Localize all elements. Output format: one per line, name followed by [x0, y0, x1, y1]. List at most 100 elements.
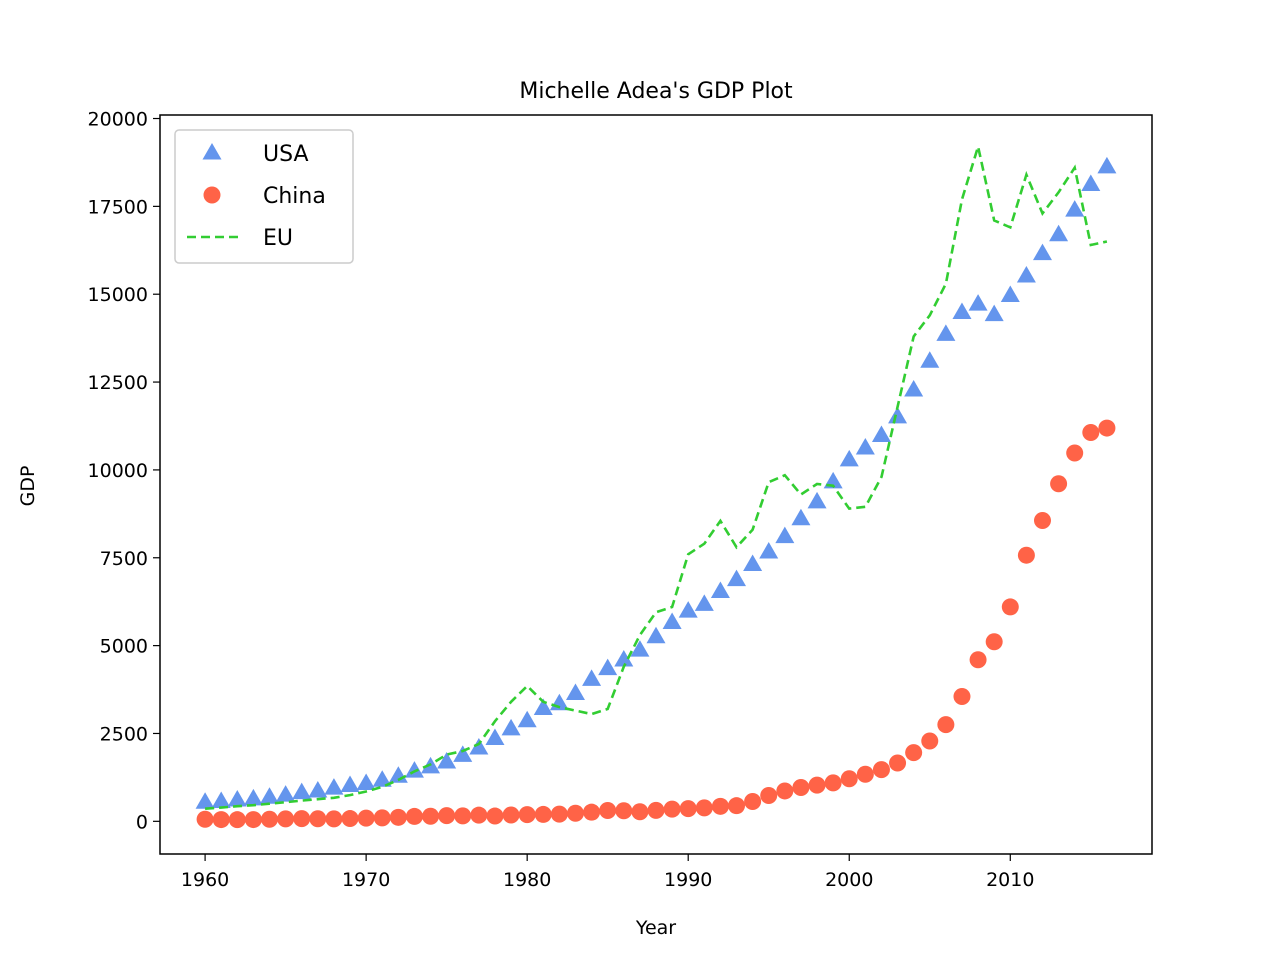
china-point — [1033, 511, 1051, 529]
china-point — [1098, 419, 1116, 437]
usa-point — [614, 650, 634, 667]
china-point — [373, 809, 391, 827]
china-point — [744, 793, 762, 811]
usa-point — [984, 304, 1004, 322]
usa-point — [517, 710, 537, 728]
china-point — [518, 806, 536, 824]
usa-point — [678, 601, 698, 618]
china-point — [969, 651, 987, 669]
usa-point — [276, 785, 296, 802]
usa-point — [1097, 156, 1117, 174]
y-tick-label: 0 — [136, 811, 148, 833]
china-point — [937, 716, 955, 734]
y-tick-label: 10000 — [88, 460, 148, 482]
y-tick-label: 7500 — [100, 548, 148, 570]
china-point — [438, 807, 456, 825]
legend-eu-label: EU — [263, 226, 293, 251]
usa-point — [920, 351, 940, 368]
usa-point — [743, 554, 763, 571]
usa-point — [1000, 285, 1020, 302]
usa-point — [227, 790, 247, 807]
china-point — [776, 782, 794, 800]
china-point — [486, 807, 504, 825]
china-point — [405, 807, 423, 825]
y-tick-label: 12500 — [88, 372, 148, 394]
usa-point — [404, 761, 424, 778]
usa-point — [1032, 243, 1052, 261]
china-point — [228, 811, 246, 829]
usa-point — [260, 787, 280, 804]
china-point — [840, 770, 858, 788]
usa-point — [308, 781, 328, 798]
china-point — [309, 810, 327, 828]
x-tick-label: 1960 — [181, 869, 229, 891]
y-axis-ticks: 0 2500 5000 7500 10000 12500 15000 17500 20000 — [88, 109, 160, 833]
china-point — [389, 808, 407, 826]
x-tick-label: 1980 — [503, 869, 551, 891]
china-point — [711, 797, 729, 815]
usa-point — [582, 669, 602, 686]
usa-point — [195, 792, 215, 809]
usa-point — [1081, 174, 1101, 192]
usa-point — [1065, 200, 1085, 217]
usa-point — [485, 728, 505, 745]
y-tick-label: 15000 — [88, 284, 148, 306]
china-point — [212, 811, 230, 829]
x-axis-label: Year — [635, 917, 676, 939]
china-point — [760, 787, 778, 805]
usa-point — [598, 658, 618, 676]
china-point — [663, 800, 681, 818]
y-tick-label: 20000 — [88, 109, 148, 131]
usa-point — [791, 508, 811, 526]
usa-point — [630, 640, 650, 657]
china-point — [325, 810, 343, 828]
series-layer — [195, 141, 1117, 829]
usa-point — [292, 782, 312, 800]
china-point — [422, 807, 440, 825]
chart-title: Michelle Adea's GDP Plot — [519, 79, 793, 104]
china-point — [534, 805, 552, 823]
china-point — [1017, 546, 1035, 564]
china-point — [872, 761, 890, 779]
legend-usa-swatch — [202, 143, 222, 160]
usa-point — [904, 379, 924, 397]
china-point — [277, 810, 295, 828]
usa-point — [469, 738, 489, 755]
usa-point — [1049, 224, 1069, 242]
usa-point — [324, 778, 344, 795]
china-point — [728, 797, 746, 815]
usa-point — [807, 491, 827, 509]
china-point — [502, 806, 520, 824]
usa-point — [888, 406, 908, 424]
china-point — [1001, 598, 1019, 616]
china-point — [889, 754, 907, 772]
usa-point — [243, 788, 263, 806]
china-point — [1066, 444, 1084, 462]
china-point — [905, 744, 923, 762]
china-point — [985, 633, 1003, 651]
china-point — [1082, 423, 1100, 441]
china-point — [679, 800, 697, 818]
china-point — [1050, 475, 1068, 493]
legend-box — [174, 129, 354, 264]
y-axis-label: GDP — [17, 466, 39, 507]
china-point — [953, 688, 971, 706]
china-point — [550, 805, 568, 823]
legend-entries: USA China EU — [187, 142, 326, 251]
china-point — [470, 806, 488, 824]
china-point — [566, 804, 584, 822]
china-point — [244, 811, 262, 829]
legend-usa-label: USA — [263, 142, 309, 167]
usa-point — [340, 775, 360, 793]
usa-point — [710, 581, 730, 599]
usa-point — [694, 594, 714, 611]
x-tick-label: 1990 — [664, 869, 712, 891]
china-point — [583, 803, 601, 821]
china-point — [341, 810, 359, 828]
usa-point — [501, 718, 521, 736]
usa-point — [727, 569, 747, 587]
usa-point — [565, 683, 585, 700]
usa-point — [952, 302, 972, 320]
china-point — [196, 810, 214, 828]
